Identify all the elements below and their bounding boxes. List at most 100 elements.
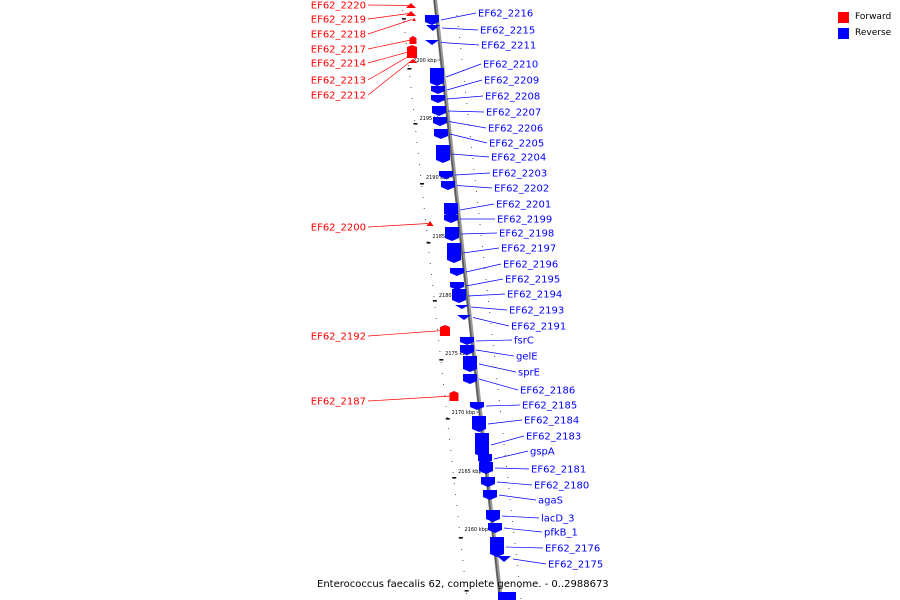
reverse-label: EF62_2181 [531, 465, 586, 476]
reverse-leader [478, 378, 519, 391]
reverse-feature [431, 86, 445, 94]
track-dot [402, 10, 404, 11]
reverse-label: EF62_2197 [501, 244, 556, 255]
tick-label: 2185 kbp [432, 234, 456, 240]
tick-label: 2180 kbp [439, 293, 463, 299]
tick-label: 2170 kbp [452, 410, 476, 416]
reverse-leader [475, 339, 513, 342]
track-dot [408, 65, 410, 66]
reverse-label: EF62_2216 [478, 9, 533, 20]
track-dot [519, 587, 521, 588]
track-dot [434, 307, 436, 308]
reverse-leader [494, 467, 530, 470]
reverse-leader [475, 349, 515, 357]
track-dot [461, 59, 463, 60]
track-dot [409, 76, 411, 77]
reverse-leader [446, 95, 484, 100]
reverse-leader [451, 153, 490, 158]
reverse-label: EF62_2183 [526, 432, 581, 443]
track-dot [459, 37, 461, 38]
track-dash [401, 18, 406, 20]
track-dot [417, 153, 419, 154]
reverse-feature [457, 315, 471, 320]
track-dash [432, 300, 437, 302]
reverse-label: lacD_3 [541, 514, 574, 525]
backbone [433, 0, 516, 600]
track-dot [452, 472, 454, 473]
track-dot [462, 560, 464, 561]
reverse-feature [472, 416, 486, 432]
track-dot [498, 400, 500, 401]
tick-label: 2160 kbp [464, 527, 488, 533]
base-dots [401, 10, 522, 599]
reverse-feature [432, 106, 446, 116]
track-dot [507, 477, 509, 478]
track-dot [486, 290, 488, 291]
forward-leader [367, 19, 413, 35]
reverse-label: EF62_2184 [524, 416, 579, 427]
track-dash [420, 183, 425, 185]
track-dot [439, 351, 441, 352]
track-dot [502, 433, 504, 434]
reverse-feature [431, 95, 445, 103]
reverse-leader [512, 558, 547, 565]
track-dot [510, 510, 512, 511]
track-dot [416, 142, 418, 143]
reverse-feature [425, 40, 439, 45]
reverse-feature [455, 305, 469, 309]
reverse-feature [441, 181, 455, 190]
forward-label: EF62_2214 [311, 59, 366, 70]
track-dot [468, 125, 470, 126]
track-dot [405, 43, 407, 44]
reverse-leader [465, 278, 504, 287]
track-dash [464, 590, 469, 592]
reverse-leader [460, 232, 498, 235]
reverse-leader [462, 247, 500, 254]
reverse-feature [444, 215, 458, 223]
reverse-feature [463, 374, 477, 384]
reverse-label: EF62_2211 [481, 41, 536, 52]
legend-forward: Forward [838, 9, 891, 25]
reverse-feature [479, 462, 493, 474]
reverse-feature [488, 523, 502, 533]
reverse-feature [452, 289, 466, 303]
track-dot [484, 268, 486, 269]
track-dot [481, 246, 483, 247]
track-dot [471, 147, 473, 148]
track-dot [485, 279, 487, 280]
reverse-label: EF62_2198 [499, 229, 554, 240]
reverse-label: EF62_2205 [489, 139, 544, 150]
reverse-feature [490, 537, 504, 557]
reverse-label: agaS [538, 496, 563, 507]
legend-reverse: Reverse [838, 25, 891, 41]
track-dot [463, 81, 465, 82]
reverse-leader [496, 481, 533, 486]
track-dot [479, 224, 481, 225]
track-dot [478, 213, 480, 214]
track-dot [460, 48, 462, 49]
reverse-label: EF62_2180 [534, 481, 589, 492]
track-dot [441, 373, 443, 374]
legend-forward-label: Forward [855, 12, 892, 22]
track-dot [520, 598, 522, 599]
reverse-feature [425, 15, 439, 25]
reverse-feature [450, 282, 464, 290]
forward-leader [367, 54, 412, 81]
reverse-leader [485, 404, 521, 407]
reverse-leader [454, 172, 491, 176]
reverse-label: EF62_2199 [497, 215, 552, 226]
reverse-leader [449, 133, 488, 144]
reverse-feature [460, 337, 474, 345]
track-dot [421, 186, 423, 187]
track-dot [427, 241, 429, 242]
track-dash [458, 537, 463, 539]
track-dot [506, 466, 508, 467]
track-dot [410, 87, 412, 88]
track-dot [420, 175, 422, 176]
forward-feature [409, 36, 417, 44]
track-dot [438, 340, 440, 341]
reverse-label: EF62_2191 [511, 322, 566, 333]
reverse-label: EF62_2193 [509, 306, 564, 317]
track-dot [491, 334, 493, 335]
track-dot [415, 131, 417, 132]
